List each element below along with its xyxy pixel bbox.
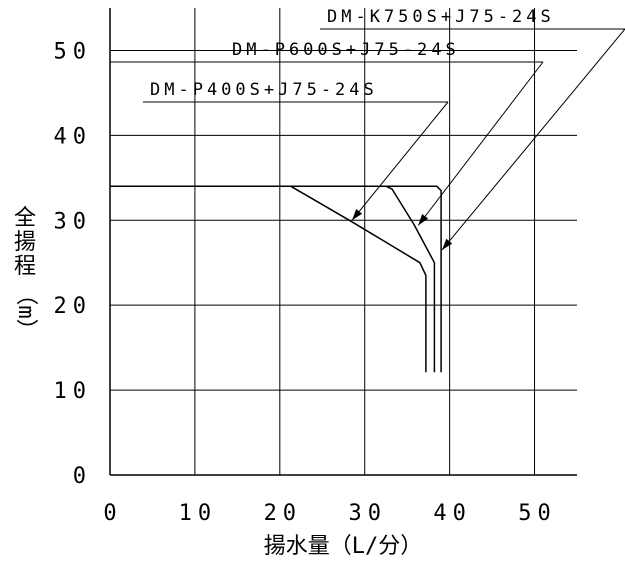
arrow-head [351,209,363,221]
x-tick-label: 10 [179,501,218,526]
y-tick-label: 20 [54,294,93,319]
x-tick-label: 20 [264,501,303,526]
y-tick-label: 50 [54,39,93,64]
y-tick-label: 30 [54,209,93,234]
x-tick-label: 0 [103,501,122,526]
arrow-head [441,238,453,250]
axes: 0 10 20 30 40 50 0 10 20 30 40 50 [54,8,577,526]
y-axis-title-unit: （m） [13,283,38,340]
y-axis-title-char: 揚 [14,230,36,255]
series [110,185,442,373]
y-axis-title-char: 程 [14,254,36,279]
arrow-head [418,214,429,226]
leader-line [441,28,625,251]
y-tick-label: 40 [54,124,93,149]
x-tick-label: 50 [518,501,557,526]
annotations: DM-P400S+J75-24S DM-P600S+J75-24S DM-K750S… [110,7,625,251]
y-axis-title: 全 揚 程 （m） [13,206,38,341]
series-label: DM-P600S+J75-24S [232,40,460,60]
x-tick-label: 30 [348,501,387,526]
grid [110,8,577,475]
series-label: DM-P400S+J75-24S [150,80,378,100]
leader-line [417,61,544,226]
series-line-2 [110,185,442,373]
series-line-0 [110,185,427,373]
y-tick-label: 0 [73,464,92,489]
series-line-1 [110,185,436,373]
axis-labels: 揚水量（L/分） 全 揚 程 （m） [13,206,422,559]
x-axis-title: 揚水量（L/分） [264,534,423,559]
series-label: DM-K750S+J75-24S [327,7,555,27]
x-tick-label: 40 [433,501,472,526]
y-tick-label: 10 [54,379,93,404]
leader-line [351,101,449,221]
y-axis-title-char: 全 [14,206,36,231]
